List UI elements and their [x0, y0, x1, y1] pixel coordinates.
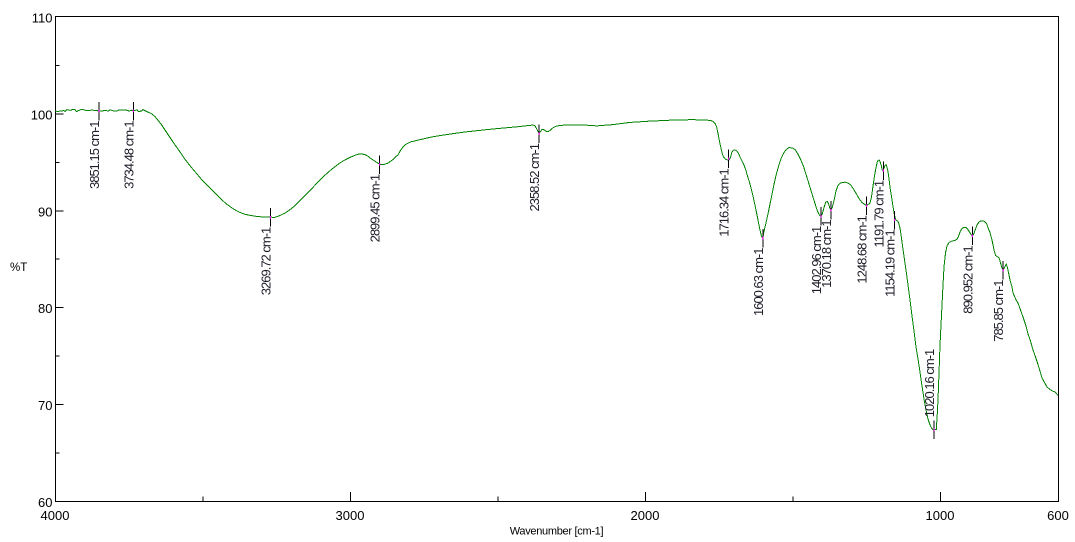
svg-text:785.85 cm-1: 785.85 cm-1 — [991, 280, 1006, 342]
svg-text:3851.15 cm-1: 3851.15 cm-1 — [87, 121, 102, 189]
svg-text:%T: %T — [10, 262, 27, 274]
svg-text:2358.52 cm-1: 2358.52 cm-1 — [527, 143, 542, 211]
svg-text:80: 80 — [38, 301, 52, 316]
svg-text:1020.16 cm-1: 1020.16 cm-1 — [922, 349, 937, 417]
svg-text:1402.96 cm-1: 1402.96 cm-1 — [809, 226, 824, 294]
svg-text:1191.79 cm-1: 1191.79 cm-1 — [871, 180, 886, 247]
svg-text:3734.48 cm-1: 3734.48 cm-1 — [121, 121, 136, 189]
svg-text:2000: 2000 — [631, 508, 660, 523]
svg-text:1600.63 cm-1: 1600.63 cm-1 — [751, 248, 766, 316]
svg-text:1248.68 cm-1: 1248.68 cm-1 — [855, 215, 870, 283]
svg-text:4000: 4000 — [41, 508, 70, 523]
svg-text:1154.19 cm-1: 1154.19 cm-1 — [883, 230, 898, 297]
svg-text:3000: 3000 — [336, 508, 365, 523]
svg-text:890.952 cm-1: 890.952 cm-1 — [960, 245, 975, 313]
svg-text:90: 90 — [38, 204, 52, 219]
svg-text:1370.18 cm-1: 1370.18 cm-1 — [819, 220, 834, 288]
svg-text:110: 110 — [32, 11, 53, 26]
svg-text:100: 100 — [31, 107, 53, 122]
svg-text:60: 60 — [38, 495, 52, 510]
svg-text:Wavenumber [cm-1]: Wavenumber [cm-1] — [510, 526, 604, 538]
svg-text:1000: 1000 — [926, 508, 955, 523]
svg-text:70: 70 — [38, 398, 52, 413]
svg-text:1716.34 cm-1: 1716.34 cm-1 — [717, 168, 732, 236]
svg-text:3269.72 cm-1: 3269.72 cm-1 — [258, 227, 273, 295]
svg-text:2899.45 cm-1: 2899.45 cm-1 — [368, 174, 383, 242]
svg-text:600: 600 — [1047, 508, 1069, 523]
